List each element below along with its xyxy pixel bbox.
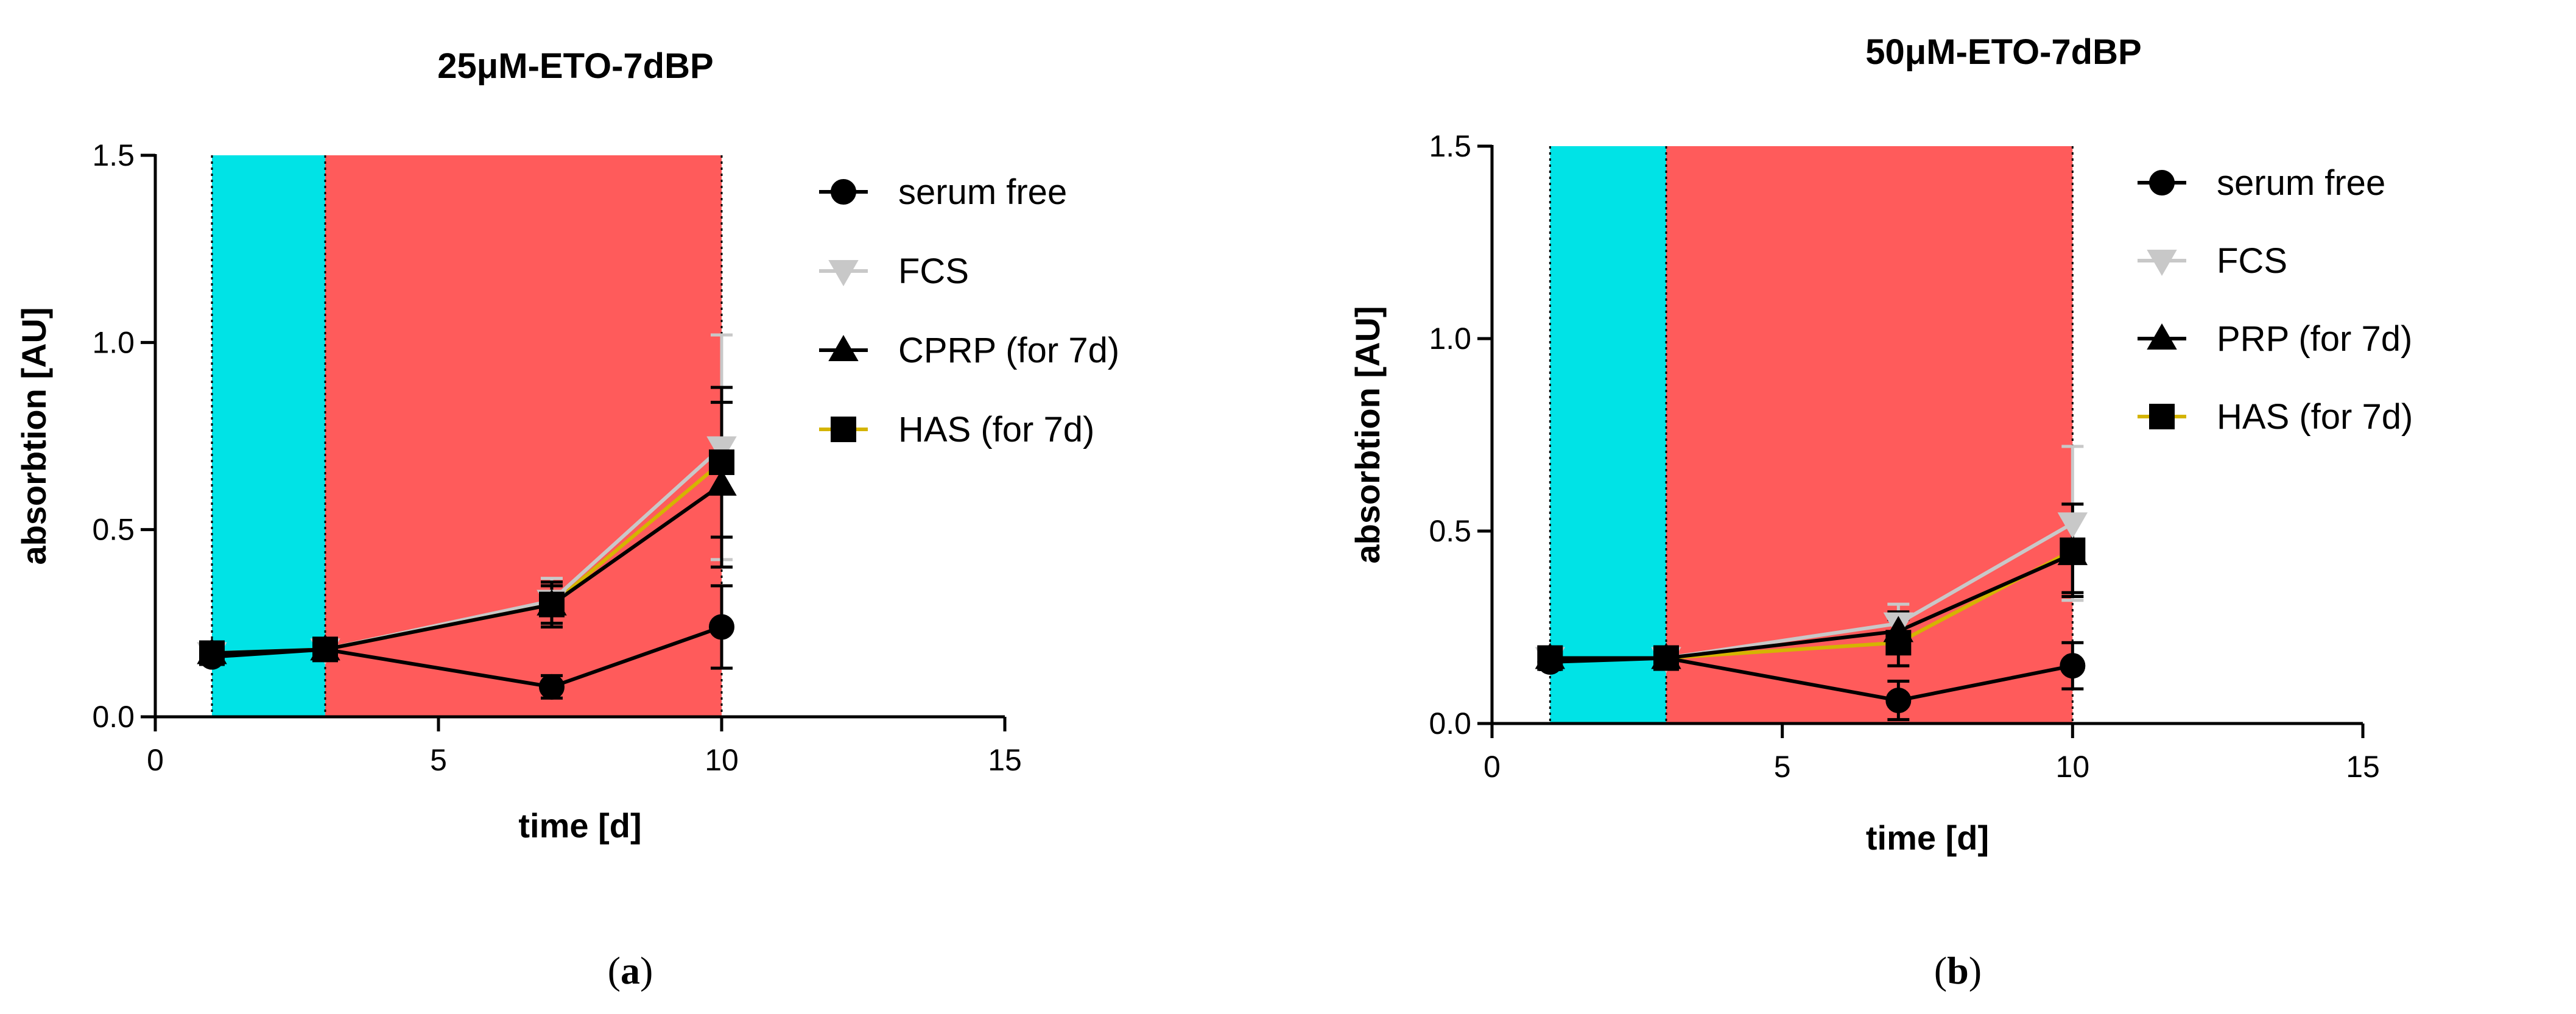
y-tick-label: 1.5 [92,138,135,172]
legend-label: serum free [898,172,1067,212]
y-tick-label: 1.0 [1429,322,1471,356]
data-point-serum [709,614,734,640]
y-tick-label: 0.5 [1429,514,1471,548]
x-tick-label: 5 [1774,750,1791,784]
legend-label: HAS (for 7d) [2217,397,2413,437]
x-axis-title: time [d] [1866,819,1989,857]
legend-label: serum free [2217,163,2385,203]
x-tick-label: 0 [147,743,164,777]
series-line-serum [1550,656,2073,703]
data-point-serum [1537,649,1563,675]
data-point-serum [1885,688,1912,714]
data-point-serum [199,644,225,670]
data-point-serum [2060,653,2086,679]
legend-marker [828,334,859,361]
y-axis-title: absorbtion [AU] [1348,306,1387,563]
legend: serum free FCS CPRP (for 7d) HAS (for 7d) [819,172,1119,449]
data-point-serum [1653,645,1679,671]
data-point-cprp [537,589,567,616]
y-axis-title: absorbtion [AU] [15,307,53,565]
series-line-serum [211,625,722,689]
data-point-fcs [706,436,737,463]
series-line-prp [1550,552,2074,660]
legend-label: FCS [2217,241,2287,281]
shaded-region-2 [325,155,722,717]
data-point-cprp [706,469,737,496]
y-tick-label: 0.5 [92,513,135,547]
y-tick-label: 1.0 [92,325,135,359]
legend-marker [2147,323,2177,350]
chart-title: 50μM-ETO-7dBP [1865,32,2141,72]
legend-marker [831,417,856,442]
legend: serum free FCS PRP (for 7d) HAS (for 7d) [2138,163,2413,437]
x-axis-title: time [d] [518,806,641,845]
series-line-cprp [211,483,723,655]
shaded-region-2 [1666,146,2073,724]
data-point-prp [1883,616,1914,643]
chart-title: 25μM-ETO-7dBP [437,46,713,86]
legend-marker [831,179,856,205]
data-point-fcs [2057,512,2088,539]
data-point-serum [539,674,565,700]
x-tick-label: 0 [1483,750,1501,784]
x-tick-label: 5 [430,743,447,777]
y-tick-label: 0.0 [92,700,135,734]
y-tick-label: 1.5 [1429,129,1471,163]
chart-panel-b: 0.0 0.5 1.0 1.5 0 5 10 15 50μM-ETO-7dBP time [d] a… [1348,32,2413,992]
x-tick-label: 10 [705,743,739,777]
legend-marker [2149,404,2175,429]
x-tick-label: 15 [988,743,1022,777]
legend-label: CPRP (for 7d) [898,331,1119,370]
x-tick-label: 15 [2346,750,2380,784]
panel-caption: (b) [1934,949,1982,992]
shaded-region-1 [1550,146,1666,724]
y-tick-label: 0.0 [1429,706,1471,741]
data-point-prp [2057,538,2088,565]
panel-caption: (a) [608,949,653,992]
chart-panel-a: 0.0 0.5 1.0 1.5 0 5 10 15 25μM-ETO-7dBP time [d] a… [15,46,1119,992]
data-point-serum [312,636,338,663]
legend-marker [828,260,859,287]
legend-label: FCS [898,252,969,291]
x-tick-label: 10 [2056,750,2090,784]
legend-marker [2147,250,2177,276]
shaded-region-1 [212,155,325,717]
legend-marker [2149,170,2175,195]
legend-label: PRP (for 7d) [2217,319,2412,359]
legend-label: HAS (for 7d) [898,410,1094,449]
